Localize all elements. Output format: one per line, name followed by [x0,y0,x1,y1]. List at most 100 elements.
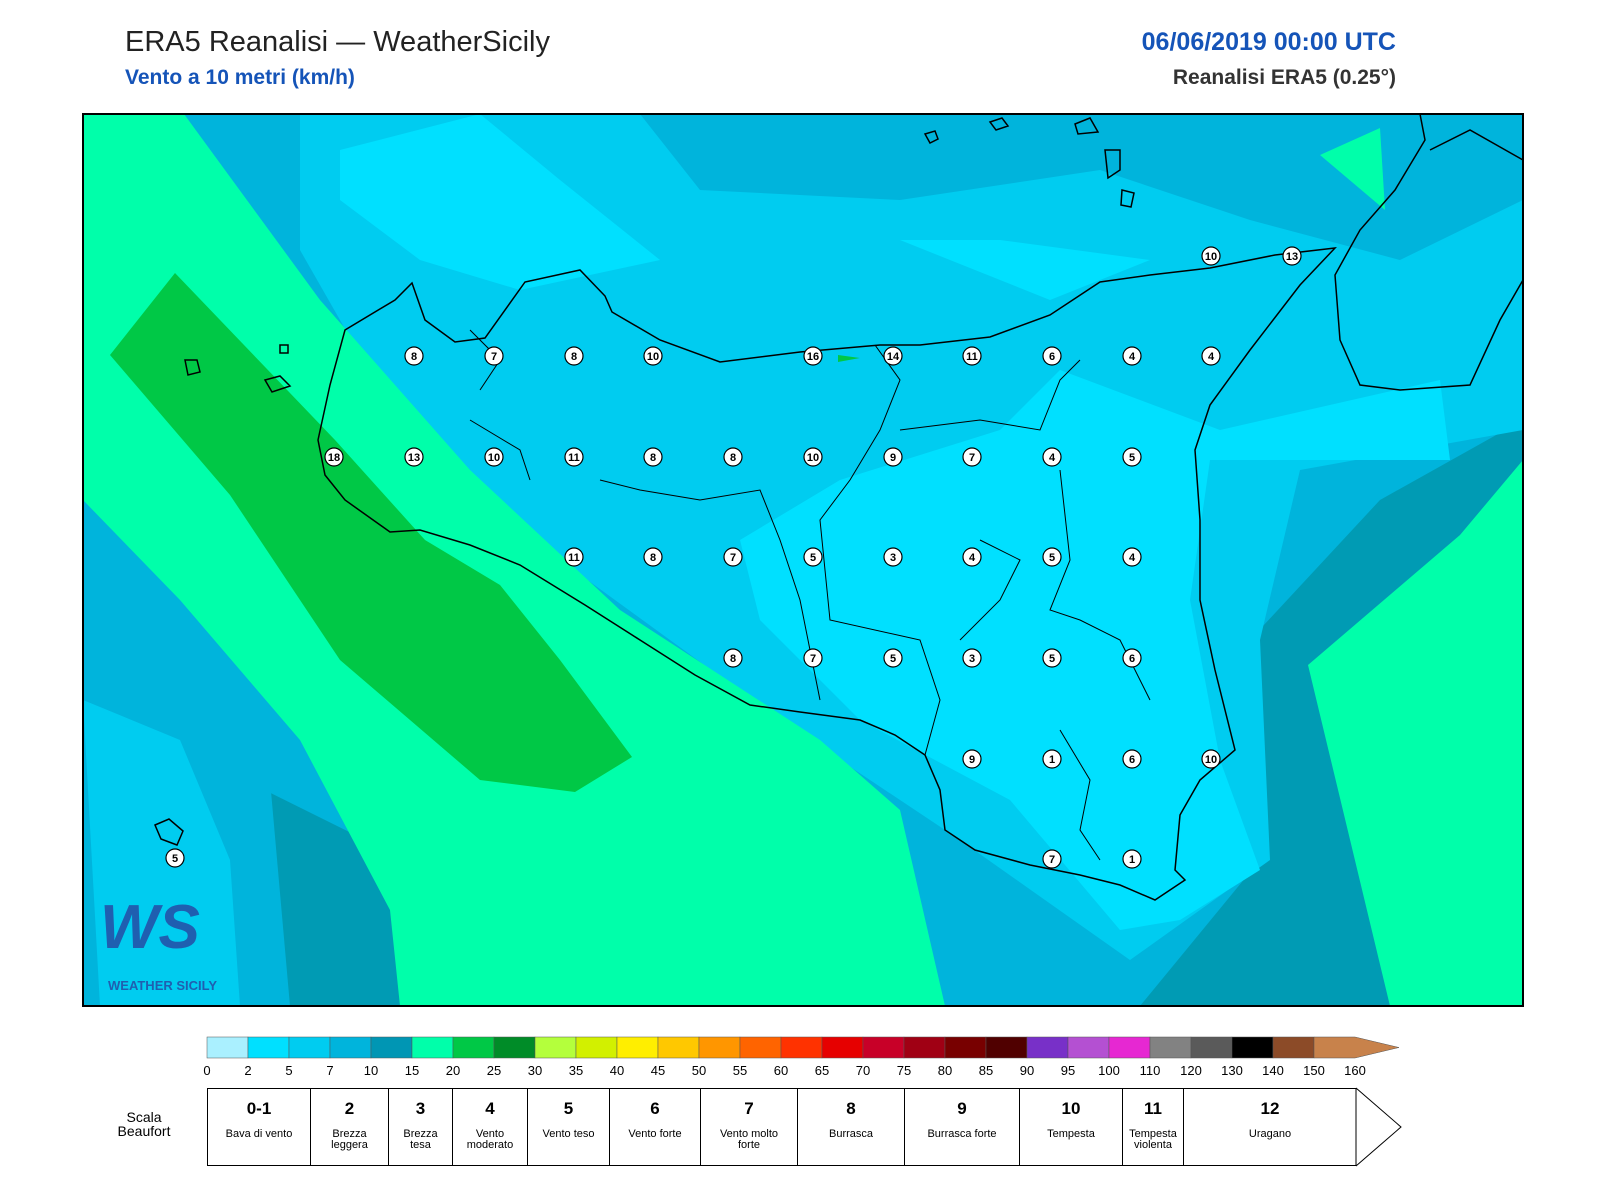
station-marker [643,346,663,366]
colorbar-tick-label: 65 [815,1063,829,1078]
station-value: 5 [810,552,816,564]
beaufort-force: 10 [1061,1099,1081,1118]
station-value: 11 [568,452,580,464]
station-value: 5 [1049,653,1055,665]
station-marker [1122,849,1142,869]
colorbar-segment [370,1036,413,1059]
station-value: 8 [571,351,577,363]
station-marker [1122,547,1142,567]
colorbar-tick-label: 80 [938,1063,952,1078]
beaufort-name: Burrasca forte [927,1128,997,1140]
station-value: 8 [730,653,736,665]
station-marker [1042,749,1062,769]
station-value: 10 [647,351,659,363]
station-value: 4 [969,552,976,564]
colorbar-segment [1190,1036,1233,1059]
station-marker [1122,346,1142,366]
station-marker [962,346,982,366]
colorbar-segment [1108,1036,1151,1059]
beaufort-name: Vento molto forte [719,1128,779,1151]
colorbar-tick-label: 45 [651,1063,665,1078]
stations: 8 7 8 10 16 14 11 6 4 418 13 10 11 8 8 10 9 7 4 511 8 7 5 3 4 5 48… [165,246,1302,869]
station-value: 4 [1129,351,1136,363]
beaufort-force: 2 [344,1099,355,1118]
sicily-coast [317,247,1337,901]
station-value: 1 [1049,754,1055,766]
station-marker [484,346,504,366]
colorbar-tick-label: 100 [1098,1063,1120,1078]
station-marker [564,447,584,467]
station-value: 3 [890,552,896,564]
beaufort-label: Scala Beaufort [117,1109,171,1139]
station-marker [1201,749,1221,769]
station-value: 6 [1129,653,1135,665]
station-value: 10 [807,452,819,464]
station-marker [1201,246,1221,266]
colorbar-segment [985,1036,1028,1059]
pantelleria [154,818,184,846]
beaufort-name: Burrasca [828,1128,874,1140]
colorbar-tick-label: 2 [244,1063,251,1078]
station-value: 7 [810,653,816,665]
title: ERA5 Reanalisi — WeatherSicily [125,26,550,58]
beaufort-name: Brezza tesa [403,1128,438,1151]
station-value: 6 [1129,754,1135,766]
colorbar-segment [288,1036,331,1059]
station-value: 10 [1205,754,1217,766]
colorbar-tick-label: 50 [692,1063,706,1078]
beaufort-force: 9 [957,1099,967,1118]
colorbar-tick-label: 85 [979,1063,993,1078]
station-marker [1201,346,1221,366]
beaufort-force: 7 [744,1099,754,1118]
map-frame [82,113,1524,1007]
colorbar-segment [1231,1036,1274,1059]
station-marker [723,447,743,467]
station-value: 14 [887,351,900,363]
colorbar-tick-label: 5 [285,1063,292,1078]
colorbar-segment [329,1036,372,1059]
station-marker [883,346,903,366]
beaufort-level: 8 Burrasca [797,1088,904,1166]
station-value: 5 [890,653,896,665]
colorbar-segment [1067,1036,1110,1059]
colorbar-tick-label: 40 [610,1063,624,1078]
beaufort-force: 5 [563,1099,574,1118]
beaufort-arrow [1355,1087,1402,1167]
station-marker [962,749,982,769]
beaufort-level: 3 Brezza tesa [388,1088,452,1166]
station-value: 7 [491,351,497,363]
colorbar-segment [903,1036,946,1059]
beaufort-level: 7 Vento molto forte [700,1088,797,1166]
wind-field [83,114,1523,1006]
station-marker [1042,648,1062,668]
station-marker [1122,648,1142,668]
station-marker [723,648,743,668]
beaufort-level: 9 Burrasca forte [904,1088,1019,1166]
station-marker [803,447,823,467]
colorbar-segment [575,1036,618,1059]
beaufort-name: Vento teso [542,1128,595,1140]
colorbar-tick-label: 20 [446,1063,460,1078]
colorbar-tick-label: 35 [569,1063,583,1078]
colorbar-tick-label: 55 [733,1063,747,1078]
colorbar-segment [657,1036,700,1059]
beaufort-force: 0-1 [246,1099,272,1118]
station-value: 11 [568,552,580,564]
station-value: 16 [807,351,819,363]
colorbar-segment [1313,1036,1400,1059]
colorbar-segment [493,1036,536,1059]
beaufort-level: 5 Vento teso [527,1088,609,1166]
station-marker [962,547,982,567]
beaufort-level: 2 Brezza leggera [310,1088,388,1166]
station-value: 13 [408,452,420,464]
calabria-coast [1334,113,1524,391]
colorbar-tick-label: 30 [528,1063,542,1078]
colorbar-tick-label: 95 [1061,1063,1075,1078]
station-marker [1122,447,1142,467]
station-marker [643,547,663,567]
station-marker [962,648,982,668]
station-value: 8 [730,452,736,464]
colorbar-tick-label: 150 [1303,1063,1325,1078]
egadi-islands [184,344,292,393]
